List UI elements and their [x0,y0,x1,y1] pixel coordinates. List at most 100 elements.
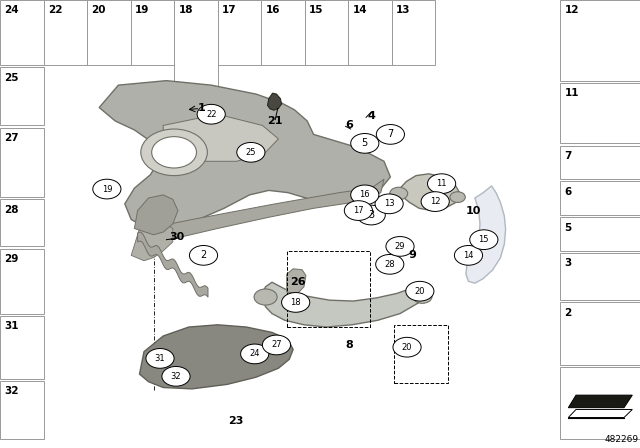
Text: 24: 24 [4,5,19,15]
FancyBboxPatch shape [218,0,261,65]
Circle shape [282,293,310,312]
Text: 6: 6 [345,121,353,130]
Polygon shape [140,325,293,389]
Text: 13: 13 [396,5,411,15]
Circle shape [376,254,404,274]
Text: 25: 25 [4,73,19,82]
Text: 28: 28 [4,205,19,215]
Text: 9: 9 [409,250,417,260]
FancyBboxPatch shape [261,0,305,65]
Circle shape [454,246,483,265]
Text: 27: 27 [271,340,282,349]
Text: 19: 19 [102,185,112,194]
Text: 21: 21 [268,116,283,126]
Text: 12: 12 [564,5,579,15]
FancyBboxPatch shape [0,199,44,246]
Circle shape [351,134,379,153]
Text: 5: 5 [362,138,368,148]
Text: 24: 24 [250,349,260,358]
Polygon shape [466,186,506,283]
Polygon shape [287,269,306,293]
Circle shape [262,335,291,355]
Text: 31: 31 [155,354,165,363]
Polygon shape [268,93,282,110]
Text: 4: 4 [367,112,375,121]
Circle shape [237,142,265,162]
Polygon shape [568,395,632,408]
Circle shape [428,174,456,194]
FancyBboxPatch shape [392,0,435,65]
Circle shape [470,230,498,250]
Polygon shape [138,232,208,297]
Text: 6: 6 [564,187,572,197]
Circle shape [386,237,414,256]
Polygon shape [99,81,390,233]
Text: 15: 15 [479,235,489,244]
Circle shape [162,366,190,386]
FancyBboxPatch shape [0,381,44,439]
Polygon shape [568,409,632,418]
FancyBboxPatch shape [560,0,640,81]
Text: 32: 32 [4,386,19,396]
Text: 22: 22 [48,5,63,15]
Text: 15: 15 [309,5,324,15]
Text: 13: 13 [384,199,394,208]
Circle shape [93,179,121,199]
Text: 16: 16 [360,190,370,199]
Text: 5: 5 [564,223,572,233]
Circle shape [152,137,196,168]
FancyBboxPatch shape [131,0,174,65]
Text: 18: 18 [291,298,301,307]
Circle shape [146,349,174,368]
FancyBboxPatch shape [0,316,44,379]
Text: 10: 10 [466,206,481,215]
Text: 20: 20 [402,343,412,352]
Text: 17: 17 [222,5,237,15]
Circle shape [376,125,404,144]
FancyBboxPatch shape [560,217,640,251]
FancyBboxPatch shape [560,83,640,143]
Text: 1: 1 [198,103,205,112]
Text: 7: 7 [387,129,394,139]
FancyBboxPatch shape [560,302,640,365]
Text: 20: 20 [415,287,425,296]
Circle shape [141,129,207,176]
Text: 26: 26 [291,277,306,287]
Circle shape [344,201,372,220]
Text: 482269: 482269 [605,435,639,444]
Text: 25: 25 [246,148,256,157]
Circle shape [351,185,379,205]
FancyBboxPatch shape [0,0,44,65]
Circle shape [241,344,269,364]
FancyBboxPatch shape [560,253,640,300]
FancyBboxPatch shape [560,181,640,215]
Text: 8: 8 [345,340,353,350]
Text: 29: 29 [395,242,405,251]
Circle shape [357,205,385,225]
Text: 23: 23 [228,416,243,426]
FancyBboxPatch shape [0,67,44,125]
FancyBboxPatch shape [560,146,640,179]
Circle shape [254,289,277,305]
Text: 11: 11 [564,88,579,98]
Text: 28: 28 [385,260,395,269]
Polygon shape [134,195,178,235]
Circle shape [197,104,225,124]
Text: 19: 19 [135,5,149,15]
Polygon shape [398,174,460,211]
Polygon shape [163,114,278,161]
Text: 22: 22 [206,110,216,119]
Circle shape [406,281,434,301]
Text: 2: 2 [200,250,207,260]
Text: 32: 32 [171,372,181,381]
Text: 3: 3 [368,210,374,220]
Text: 27: 27 [4,133,19,143]
Circle shape [450,192,465,202]
FancyBboxPatch shape [0,249,44,314]
FancyBboxPatch shape [87,0,131,65]
FancyBboxPatch shape [305,0,348,65]
Text: 31: 31 [4,321,19,331]
FancyBboxPatch shape [174,0,218,125]
Polygon shape [147,179,384,238]
Text: 29: 29 [4,254,19,264]
